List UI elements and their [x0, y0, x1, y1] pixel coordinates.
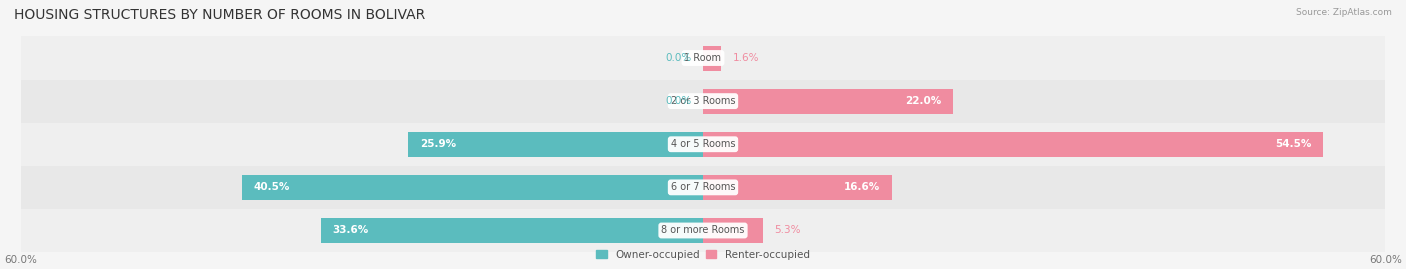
Bar — [21, 80, 1385, 123]
Text: 8 or more Rooms: 8 or more Rooms — [661, 225, 745, 235]
Text: 33.6%: 33.6% — [332, 225, 368, 235]
Text: 5.3%: 5.3% — [775, 225, 801, 235]
Bar — [703, 45, 721, 70]
Bar — [703, 218, 763, 243]
Bar — [703, 132, 1323, 157]
Text: 6 or 7 Rooms: 6 or 7 Rooms — [671, 182, 735, 192]
Text: 1 Room: 1 Room — [685, 53, 721, 63]
Text: 16.6%: 16.6% — [844, 182, 880, 192]
Text: 22.0%: 22.0% — [905, 96, 942, 106]
Text: 40.5%: 40.5% — [253, 182, 290, 192]
Text: 2 or 3 Rooms: 2 or 3 Rooms — [671, 96, 735, 106]
Bar — [242, 175, 703, 200]
Bar — [21, 209, 1385, 252]
Text: 0.0%: 0.0% — [665, 53, 692, 63]
Bar — [21, 123, 1385, 166]
Bar — [408, 132, 703, 157]
Text: 54.5%: 54.5% — [1275, 139, 1312, 149]
Bar — [321, 218, 703, 243]
Bar — [703, 175, 891, 200]
Text: HOUSING STRUCTURES BY NUMBER OF ROOMS IN BOLIVAR: HOUSING STRUCTURES BY NUMBER OF ROOMS IN… — [14, 8, 425, 22]
Text: 25.9%: 25.9% — [420, 139, 456, 149]
Text: Source: ZipAtlas.com: Source: ZipAtlas.com — [1296, 8, 1392, 17]
Bar — [21, 166, 1385, 209]
Text: 4 or 5 Rooms: 4 or 5 Rooms — [671, 139, 735, 149]
Text: 1.6%: 1.6% — [733, 53, 759, 63]
Text: 0.0%: 0.0% — [665, 96, 692, 106]
Legend: Owner-occupied, Renter-occupied: Owner-occupied, Renter-occupied — [592, 246, 814, 264]
Bar — [703, 89, 953, 114]
Bar — [21, 36, 1385, 80]
